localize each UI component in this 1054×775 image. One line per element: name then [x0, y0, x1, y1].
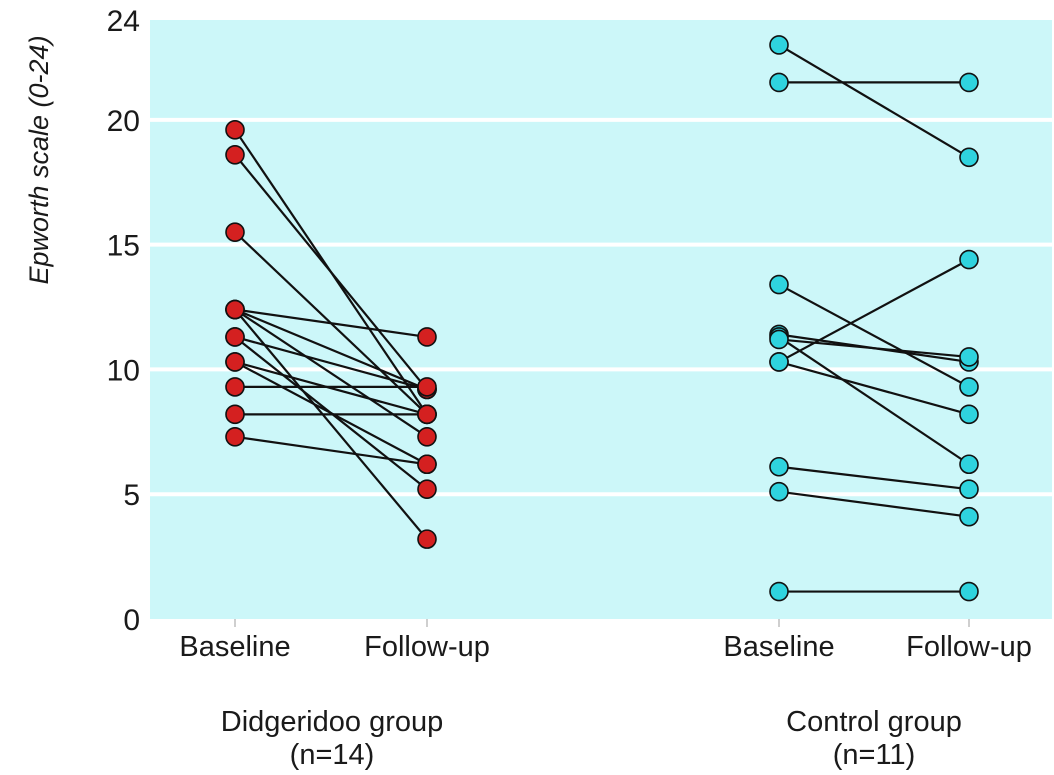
- series-line: [234, 360, 428, 416]
- series-line: [778, 283, 970, 388]
- series-line: [234, 308, 428, 540]
- series-line: [234, 154, 428, 391]
- x-tick-label: Follow-up: [364, 631, 490, 663]
- data-point: [959, 347, 979, 367]
- series-line: [234, 308, 428, 391]
- group-n-label: (n=14): [290, 739, 375, 771]
- y-axis-label: Epworth scale (0-24): [24, 35, 54, 284]
- series-lines: [234, 44, 970, 593]
- data-point: [225, 404, 245, 425]
- data-point: [959, 147, 979, 168]
- plot-background: [150, 20, 1052, 619]
- category-labels: Baseline Follow-up Baseline Follow-up: [179, 619, 1032, 663]
- series-points: [225, 35, 979, 602]
- data-point: [769, 329, 789, 350]
- series-line: [234, 435, 428, 466]
- series-line: [778, 336, 970, 466]
- data-point: [769, 72, 789, 93]
- data-point: [225, 120, 245, 140]
- data-point: [225, 377, 245, 397]
- data-point: [959, 249, 979, 270]
- series-line: [234, 360, 428, 466]
- data-point: [417, 377, 437, 397]
- data-point: [959, 581, 979, 602]
- series-line: [778, 465, 970, 491]
- data-point: [959, 454, 979, 475]
- series-line: [234, 308, 428, 438]
- y-tick-label: 15: [107, 230, 140, 263]
- data-point: [225, 222, 245, 242]
- data-point: [225, 352, 245, 372]
- data-point: [769, 481, 789, 502]
- series-line: [778, 360, 970, 416]
- data-point: [417, 454, 437, 475]
- x-tick-label: Baseline: [723, 631, 834, 663]
- data-point: [959, 377, 979, 397]
- data-point: [769, 456, 789, 477]
- group-name-label: Didgeridoo group: [221, 706, 443, 738]
- y-tick-label: 24: [107, 5, 140, 38]
- data-point: [959, 479, 979, 500]
- data-point: [769, 581, 789, 602]
- data-point: [225, 299, 245, 320]
- y-tick-label: 20: [107, 105, 140, 138]
- x-tick-label: Baseline: [179, 631, 290, 663]
- group-labels: Didgeridoo group(n=14) Control group(n=11…: [221, 706, 962, 771]
- series-line: [234, 335, 428, 391]
- y-tick-label: 10: [107, 354, 140, 387]
- data-point: [225, 144, 245, 165]
- data-point: [959, 72, 979, 93]
- data-point: [769, 352, 789, 372]
- data-point: [417, 327, 437, 347]
- group-name-label: Control group: [786, 706, 962, 738]
- y-axis-ticks: 0 5 10 15 20 24: [107, 5, 140, 637]
- data-point: [959, 506, 979, 527]
- group-n-label: (n=11): [833, 739, 915, 771]
- series-line: [778, 258, 970, 363]
- y-tick-label: 0: [123, 604, 140, 637]
- series-line: [778, 338, 970, 359]
- data-point: [225, 327, 245, 347]
- data-point: [417, 529, 437, 549]
- series-line: [778, 490, 970, 518]
- data-point: [417, 404, 437, 425]
- data-point: [769, 274, 789, 295]
- series-line: [234, 308, 428, 339]
- data-point: [417, 427, 437, 447]
- y-tick-label: 5: [123, 479, 140, 512]
- series-line: [778, 44, 970, 159]
- gridlines: [150, 117, 1052, 497]
- data-point: [417, 479, 437, 500]
- x-tick-label: Follow-up: [906, 631, 1032, 663]
- data-point: [225, 427, 245, 447]
- data-point: [959, 404, 979, 425]
- data-point: [769, 35, 789, 55]
